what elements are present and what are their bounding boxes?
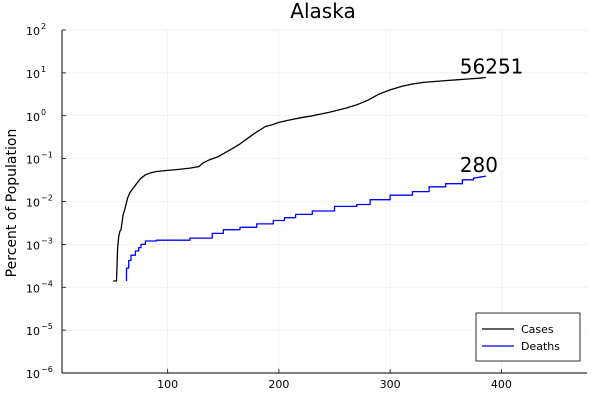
end-labels: 56251 280: [460, 55, 524, 178]
y-tick-exponent: 0: [41, 108, 46, 117]
x-tick-label: 300: [380, 378, 401, 391]
y-tick-label: 10: [26, 197, 40, 210]
y-tick-exponent: 2: [41, 22, 46, 31]
legend-label-deaths: Deaths: [521, 340, 560, 353]
y-tick-label: 10: [26, 239, 40, 252]
y-tick-exponent: −6: [41, 365, 53, 374]
y-tick-label: 10: [26, 25, 40, 38]
y-tick-label: 10: [26, 111, 40, 124]
y-tick-label: 10: [26, 325, 40, 338]
legend: Cases Deaths: [475, 312, 581, 362]
y-axis-label: Percent of Population: [4, 129, 20, 278]
y-tick-label: 10: [26, 282, 40, 295]
y-tick-label: 10: [26, 368, 40, 381]
x-tick-label: 200: [268, 378, 289, 391]
x-tick-label: 100: [157, 378, 178, 391]
y-tick-exponent: 1: [41, 65, 46, 74]
y-tick-exponent: −3: [41, 236, 53, 245]
legend-label-cases: Cases: [521, 323, 554, 336]
y-tick-exponent: −1: [41, 151, 53, 160]
y-tick-exponent: −5: [41, 322, 53, 331]
series-line-deaths: [125, 175, 486, 281]
chart-title: Alaska: [290, 0, 355, 23]
y-tick-exponent: −4: [41, 279, 53, 288]
x-tick-label: 400: [491, 378, 512, 391]
series-lines: [113, 76, 486, 282]
end-label-deaths: 280: [460, 153, 498, 177]
y-tick-label: 10: [26, 154, 40, 167]
y-tick-label: 10: [26, 68, 40, 81]
legend-box: [475, 312, 581, 362]
series-line-cases: [113, 76, 486, 282]
end-label-cases: 56251: [460, 55, 524, 79]
y-tick-exponent: −2: [41, 194, 53, 203]
